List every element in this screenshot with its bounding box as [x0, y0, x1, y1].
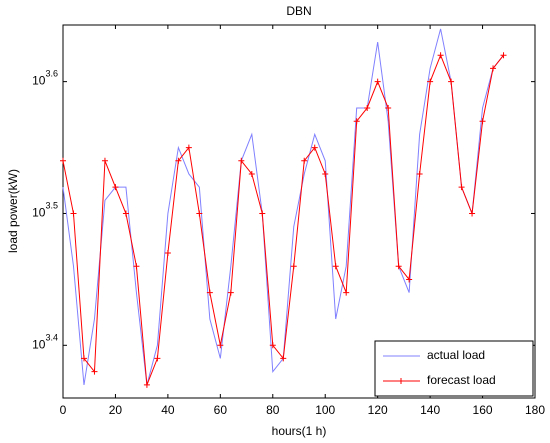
- point-marker: [374, 78, 381, 85]
- point-marker: [206, 289, 213, 296]
- x-tick-label: 40: [161, 403, 175, 417]
- point-marker: [458, 184, 465, 191]
- tick-base: 10: [32, 206, 46, 220]
- legend-box: [374, 340, 534, 397]
- x-tick-label: 80: [266, 403, 280, 417]
- point-marker: [248, 170, 255, 177]
- chart-title: DBN: [286, 4, 311, 18]
- legend-label: forecast load: [427, 373, 496, 387]
- point-marker: [227, 289, 234, 296]
- x-tick-label: 120: [368, 403, 388, 417]
- point-marker: [290, 263, 297, 270]
- x-tick-label: 180: [525, 403, 545, 417]
- point-marker: [238, 157, 245, 164]
- point-marker: [143, 381, 150, 388]
- point-marker: [185, 144, 192, 151]
- y-tick-label: 103.4: [32, 333, 58, 352]
- x-tick-label: 20: [109, 403, 123, 417]
- point-marker: [385, 104, 392, 111]
- point-marker: [280, 355, 287, 362]
- tick-base: 10: [32, 337, 46, 351]
- point-marker: [101, 157, 108, 164]
- x-tick-label: 140: [420, 403, 440, 417]
- x-tick-label: 0: [60, 403, 67, 417]
- x-axis-label: hours(1 h): [272, 424, 327, 438]
- point-marker: [500, 52, 507, 59]
- point-marker: [343, 289, 350, 296]
- point-marker: [332, 263, 339, 270]
- y-axis-label: load power(kW): [6, 169, 20, 253]
- point-marker: [154, 355, 161, 362]
- y-tick-label: 103.6: [32, 69, 58, 88]
- point-marker: [437, 52, 444, 59]
- point-marker: [406, 276, 413, 283]
- point-marker: [80, 355, 87, 362]
- legend-label: actual load: [427, 348, 485, 362]
- point-marker: [479, 118, 486, 125]
- tick-base: 10: [32, 74, 46, 88]
- point-marker: [353, 118, 360, 125]
- point-marker: [301, 157, 308, 164]
- tick-exponent: 3.4: [45, 333, 58, 343]
- point-marker: [175, 157, 182, 164]
- point-marker: [364, 104, 371, 111]
- y-tick-label: 103.5: [32, 201, 58, 220]
- point-marker: [133, 263, 140, 270]
- point-marker: [122, 210, 129, 217]
- point-marker: [416, 170, 423, 177]
- x-tick-label: 160: [473, 403, 493, 417]
- tick-exponent: 3.6: [45, 69, 58, 79]
- point-marker: [490, 65, 497, 72]
- point-marker: [448, 78, 455, 85]
- point-marker: [469, 210, 476, 217]
- x-tick-label: 100: [315, 403, 335, 417]
- point-marker: [164, 250, 171, 257]
- point-marker: [91, 368, 98, 375]
- point-marker: [70, 210, 77, 217]
- tick-exponent: 3.5: [45, 201, 58, 211]
- legend-marker: [398, 378, 404, 384]
- point-marker: [269, 342, 276, 349]
- point-marker: [322, 170, 329, 177]
- point-marker: [311, 144, 318, 151]
- point-marker: [427, 78, 434, 85]
- point-marker: [196, 210, 203, 217]
- point-marker: [259, 210, 266, 217]
- point-marker: [112, 184, 119, 191]
- point-marker: [60, 157, 66, 164]
- point-marker: [395, 263, 402, 270]
- x-tick-label: 60: [214, 403, 228, 417]
- point-marker: [217, 342, 224, 349]
